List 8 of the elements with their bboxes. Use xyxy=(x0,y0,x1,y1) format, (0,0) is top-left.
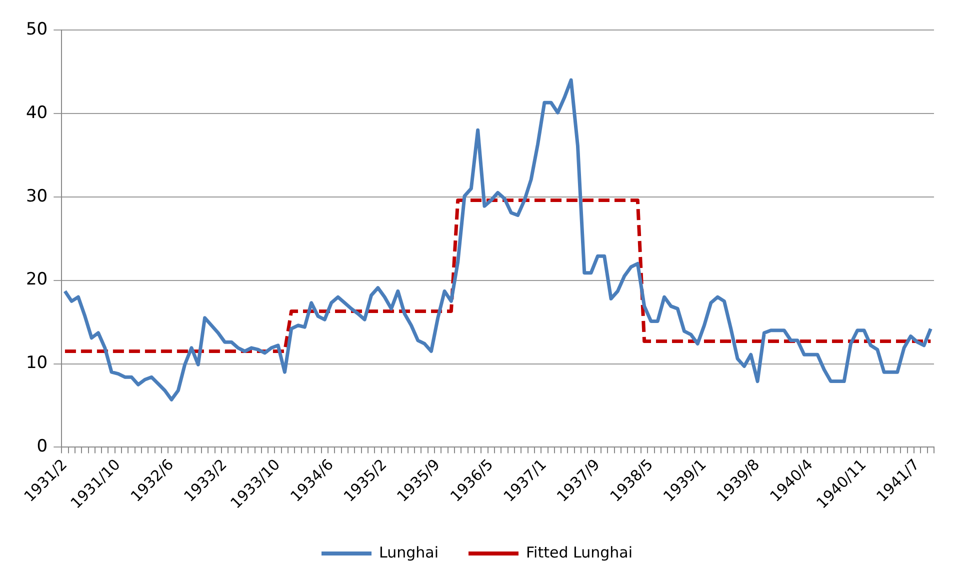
y-tick-label: 30 xyxy=(26,186,48,206)
legend-label: Lunghai xyxy=(379,543,439,562)
legend-label: Fitted Lunghai xyxy=(526,543,632,562)
y-tick-label: 40 xyxy=(26,102,48,123)
y-tick-label: 20 xyxy=(26,270,48,290)
y-tick-label: 10 xyxy=(26,353,48,374)
y-tick-label: 50 xyxy=(26,19,48,40)
y-tick-label: 0 xyxy=(36,436,48,457)
